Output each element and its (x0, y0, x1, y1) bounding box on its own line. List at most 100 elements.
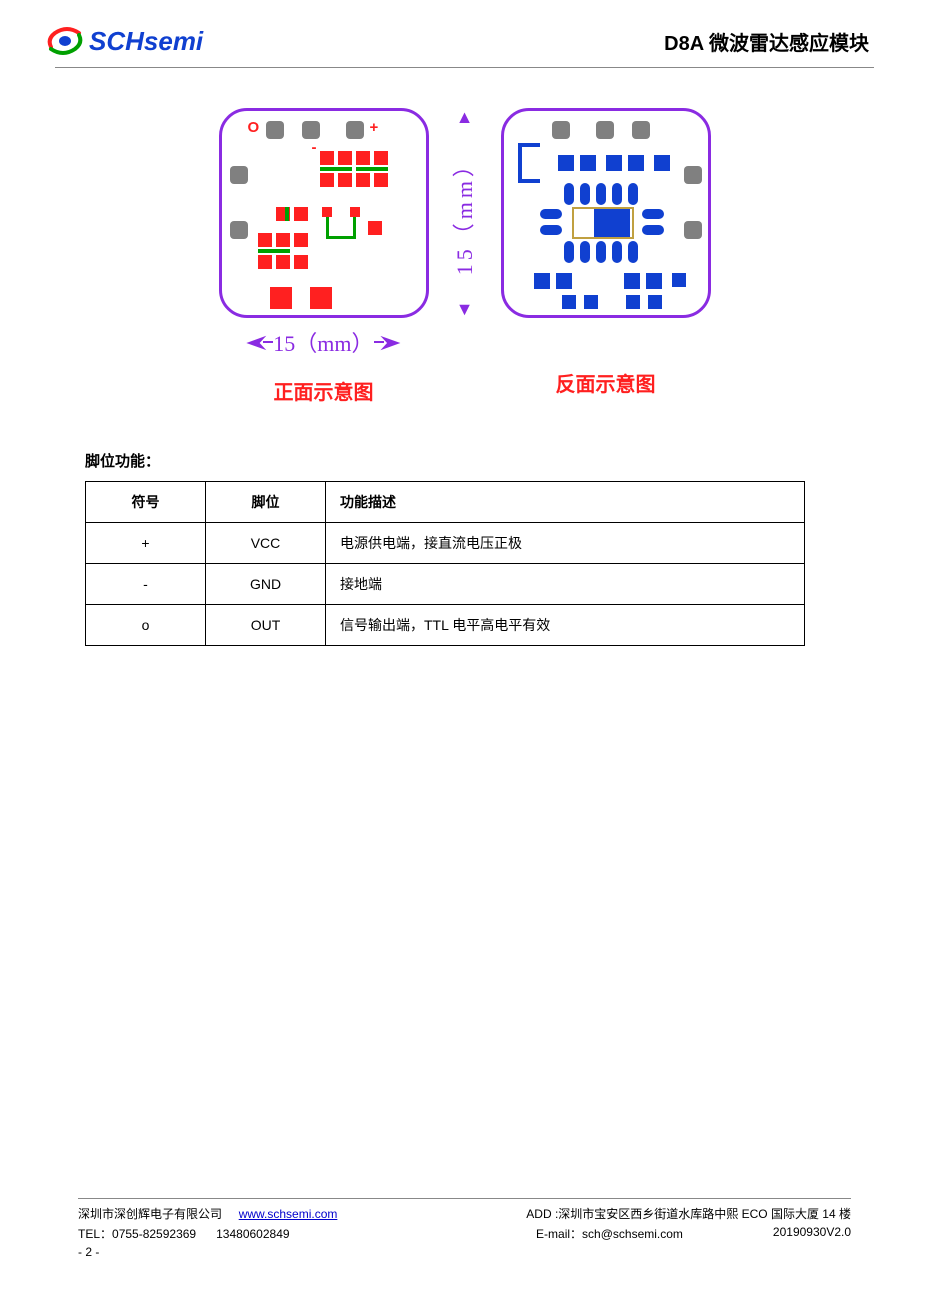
brand-text: SCHsemi (89, 26, 203, 57)
page-footer: 深圳市深创辉电子有限公司 www.schsemi.com ADD :深圳市宝安区… (0, 1198, 929, 1259)
bracket (518, 143, 540, 183)
smd (374, 173, 388, 187)
pin-section-title: 脚位功能： (85, 450, 929, 471)
arrow-down-icon: ▼ (456, 300, 474, 318)
mark-plus: + (370, 119, 379, 136)
height-dimension: ▲ 15（mm） ▼ (449, 108, 481, 318)
smd (558, 155, 574, 171)
qfn-pin (612, 183, 622, 205)
back-pcb-column: 反面示意图 (501, 108, 711, 397)
pad (346, 121, 364, 139)
col-symbol: 符号 (86, 482, 206, 523)
chip-die (594, 209, 630, 237)
smd (654, 155, 670, 171)
smd (310, 287, 332, 309)
smd (338, 151, 352, 165)
pad (684, 166, 702, 184)
footer-version: 20190930V2.0 (773, 1225, 851, 1242)
smd (258, 255, 272, 269)
smd (276, 255, 290, 269)
width-label: 15（mm） (273, 326, 373, 358)
page-header: SCHsemi D8A 微波雷达感应模块 (0, 0, 929, 67)
footer-address: 深圳市宝安区西乡街道水库路中熙 ECO 国际大厦 14 楼 (558, 1207, 851, 1221)
smd (294, 207, 308, 221)
height-label: 15（mm） (449, 151, 481, 275)
logo-icon (45, 25, 85, 57)
qfn-pin (642, 209, 664, 219)
pad (266, 121, 284, 139)
arrow-left-icon: ⮜ (247, 333, 267, 351)
smd (294, 233, 308, 247)
smd (294, 255, 308, 269)
smd (672, 273, 686, 287)
page-title: D8A 微波雷达感应模块 (664, 27, 869, 56)
smd (338, 173, 352, 187)
green-bar (320, 167, 352, 171)
footer-page-number: - 2 - (78, 1245, 851, 1259)
smd (624, 273, 640, 289)
arrow-up-icon: ▲ (456, 108, 474, 126)
smd (374, 151, 388, 165)
pad (230, 166, 248, 184)
smd (320, 173, 334, 187)
header-divider (55, 67, 874, 68)
cell-pin: OUT (206, 605, 326, 646)
green-bar (258, 249, 290, 253)
qfn-pin (564, 241, 574, 263)
qfn-pin (612, 241, 622, 263)
col-desc: 功能描述 (326, 482, 805, 523)
table-row: + VCC 电源供电端，接直流电压正极 (86, 523, 805, 564)
footer-divider (78, 1198, 851, 1199)
smd (556, 273, 572, 289)
smd (356, 173, 370, 187)
smd (646, 273, 662, 289)
front-caption: 正面示意图 (219, 376, 429, 405)
pcb-diagram-row: O + - (0, 108, 929, 405)
smd (648, 295, 662, 309)
qfn-pin (628, 183, 638, 205)
qfn-pin (642, 225, 664, 235)
smd (258, 233, 272, 247)
green-bar (285, 207, 289, 221)
smd (276, 233, 290, 247)
qfn-pin (540, 209, 562, 219)
pad (302, 121, 320, 139)
cell-symbol: + (86, 523, 206, 564)
footer-address-label: ADD : (526, 1207, 558, 1221)
smd (350, 207, 360, 217)
mark-minus: - (312, 139, 317, 156)
pad (230, 221, 248, 239)
smd (606, 155, 622, 171)
qfn-pin (540, 225, 562, 235)
footer-url-link[interactable]: www.schsemi.com (239, 1207, 338, 1221)
cell-desc: 电源供电端，接直流电压正极 (326, 523, 805, 564)
cell-pin: GND (206, 564, 326, 605)
qfn-pin (564, 183, 574, 205)
front-pcb: O + - (219, 108, 429, 318)
front-pcb-column: O + - (219, 108, 429, 405)
smd (322, 207, 332, 217)
footer-company: 深圳市深创辉电子有限公司 (78, 1207, 222, 1221)
footer-email-label: E-mail： (536, 1227, 582, 1241)
smd (534, 273, 550, 289)
col-pin: 脚位 (206, 482, 326, 523)
table-row: - GND 接地端 (86, 564, 805, 605)
smd (320, 151, 334, 165)
back-caption: 反面示意图 (501, 368, 711, 397)
u-outline (326, 215, 356, 239)
pin-table: 符号 脚位 功能描述 + VCC 电源供电端，接直流电压正极 - GND 接地端… (85, 481, 805, 646)
table-row: o OUT 信号输出端，TTL 电平高电平有效 (86, 605, 805, 646)
footer-email: sch@schsemi.com (582, 1227, 683, 1241)
footer-row-2: TEL：0755-82592369 13480602849 E-mail：sch… (78, 1225, 851, 1242)
pad (632, 121, 650, 139)
mark-o: O (248, 119, 260, 136)
pad (552, 121, 570, 139)
cell-desc: 信号输出端，TTL 电平高电平有效 (326, 605, 805, 646)
cell-desc: 接地端 (326, 564, 805, 605)
pad (684, 221, 702, 239)
qfn-pin (596, 183, 606, 205)
smd (562, 295, 576, 309)
qfn-pin (596, 241, 606, 263)
smd (356, 151, 370, 165)
cell-pin: VCC (206, 523, 326, 564)
